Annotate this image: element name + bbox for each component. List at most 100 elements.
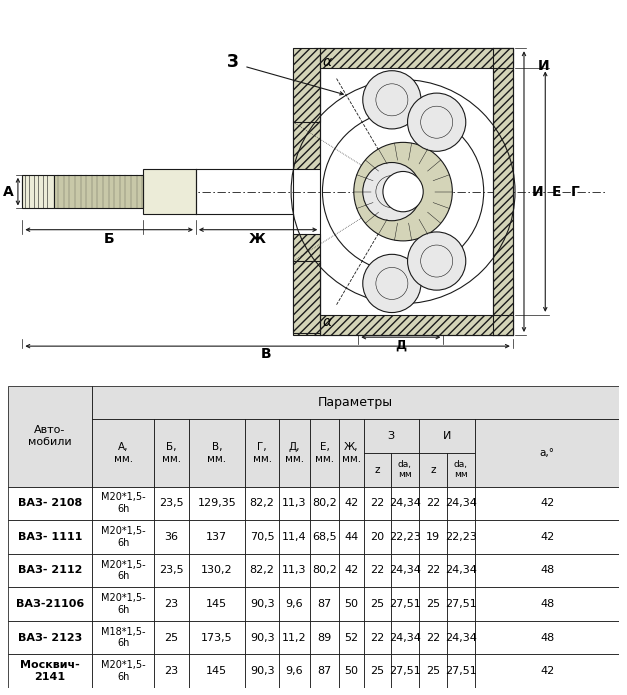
Bar [293, 69, 320, 170]
Text: 9,6: 9,6 [286, 667, 303, 676]
Text: З: З [227, 53, 239, 71]
Text: а,°: а,° [540, 448, 555, 458]
Text: z: z [375, 465, 380, 475]
Text: 9,6: 9,6 [286, 599, 303, 609]
Bar [189, 520, 245, 554]
Text: 23: 23 [164, 599, 179, 609]
Text: И: И [532, 185, 543, 199]
Text: 44: 44 [344, 532, 359, 542]
Text: 11,2: 11,2 [282, 632, 307, 643]
Text: 23,5: 23,5 [159, 566, 184, 575]
Bar [310, 520, 339, 554]
Bar [364, 621, 391, 655]
Text: В,
мм.: В, мм. [208, 442, 226, 464]
Text: 42: 42 [540, 498, 554, 508]
Text: 70,5: 70,5 [250, 532, 275, 542]
Bar [493, 49, 513, 335]
Bar [293, 234, 320, 335]
Bar [279, 655, 310, 688]
Text: 145: 145 [206, 667, 228, 676]
Bar [154, 554, 189, 587]
Text: 24,34: 24,34 [389, 566, 421, 575]
Text: 23: 23 [164, 667, 179, 676]
Bar [189, 587, 245, 621]
Bar [92, 386, 619, 419]
Text: Ж,
мм.: Ж, мм. [342, 442, 361, 464]
Text: М20*1,5-
6h: М20*1,5- 6h [101, 526, 145, 548]
Text: 22: 22 [371, 498, 384, 508]
Bar [92, 554, 154, 587]
Text: М20*1,5-
6h: М20*1,5- 6h [101, 559, 145, 581]
Bar [310, 419, 339, 486]
Bar [314, 315, 513, 335]
Text: 90,3: 90,3 [250, 632, 275, 643]
Bar [447, 554, 475, 587]
Text: 42: 42 [344, 498, 359, 508]
Bar [475, 655, 619, 688]
Circle shape [363, 163, 421, 221]
Text: Б: Б [103, 231, 114, 245]
Bar [154, 621, 189, 655]
Bar [245, 520, 279, 554]
Bar [364, 486, 391, 520]
Circle shape [383, 172, 423, 212]
Text: 25: 25 [426, 599, 440, 609]
Text: М20*1,5-
6h: М20*1,5- 6h [101, 594, 145, 615]
Bar [419, 554, 447, 587]
Text: Г,
мм.: Г, мм. [253, 442, 271, 464]
Text: 27,51: 27,51 [389, 599, 421, 609]
Text: 130,2: 130,2 [201, 566, 233, 575]
Bar [475, 419, 619, 486]
Bar [339, 486, 364, 520]
Text: 48: 48 [540, 599, 554, 609]
Bar [293, 261, 320, 333]
Bar [419, 520, 447, 554]
Text: ВАЗ- 2112: ВАЗ- 2112 [18, 566, 82, 575]
Bar [310, 554, 339, 587]
Circle shape [408, 93, 466, 152]
Bar [154, 486, 189, 520]
Bar [419, 587, 447, 621]
Bar [447, 621, 475, 655]
Text: 50: 50 [344, 599, 359, 609]
Text: 22: 22 [371, 632, 384, 643]
Text: 25: 25 [371, 667, 384, 676]
Text: З: З [387, 431, 395, 441]
Text: 87: 87 [317, 599, 332, 609]
Bar [447, 655, 475, 688]
Text: 90,3: 90,3 [250, 667, 275, 676]
Bar [314, 49, 513, 69]
Bar [447, 453, 475, 486]
Text: 50: 50 [344, 667, 359, 676]
Text: 22: 22 [371, 566, 384, 575]
Bar [154, 419, 189, 486]
Bar [154, 520, 189, 554]
Bar [364, 453, 391, 486]
Text: 87: 87 [317, 667, 332, 676]
Bar [279, 486, 310, 520]
Text: А: А [3, 185, 13, 199]
Bar [391, 453, 419, 486]
Text: Б,
мм.: Б, мм. [162, 442, 181, 464]
Bar [419, 655, 447, 688]
Text: Д,
мм.: Д, мм. [285, 442, 304, 464]
Text: 80,2: 80,2 [312, 566, 337, 575]
Bar [245, 554, 279, 587]
Bar [279, 520, 310, 554]
Circle shape [354, 142, 452, 241]
Bar [189, 554, 245, 587]
Bar [8, 554, 92, 587]
Text: 48: 48 [540, 632, 554, 643]
Bar [279, 554, 310, 587]
Bar [391, 655, 419, 688]
Text: 22,23: 22,23 [445, 532, 477, 542]
Text: 25: 25 [371, 599, 384, 609]
Text: Ж: Ж [249, 231, 266, 245]
Bar [364, 520, 391, 554]
Text: 27,51: 27,51 [445, 599, 477, 609]
Text: z: z [430, 465, 436, 475]
Text: В: В [261, 347, 271, 361]
Text: 11,3: 11,3 [282, 566, 307, 575]
Text: 22,23: 22,23 [389, 532, 421, 542]
Text: 24,34: 24,34 [445, 498, 477, 508]
